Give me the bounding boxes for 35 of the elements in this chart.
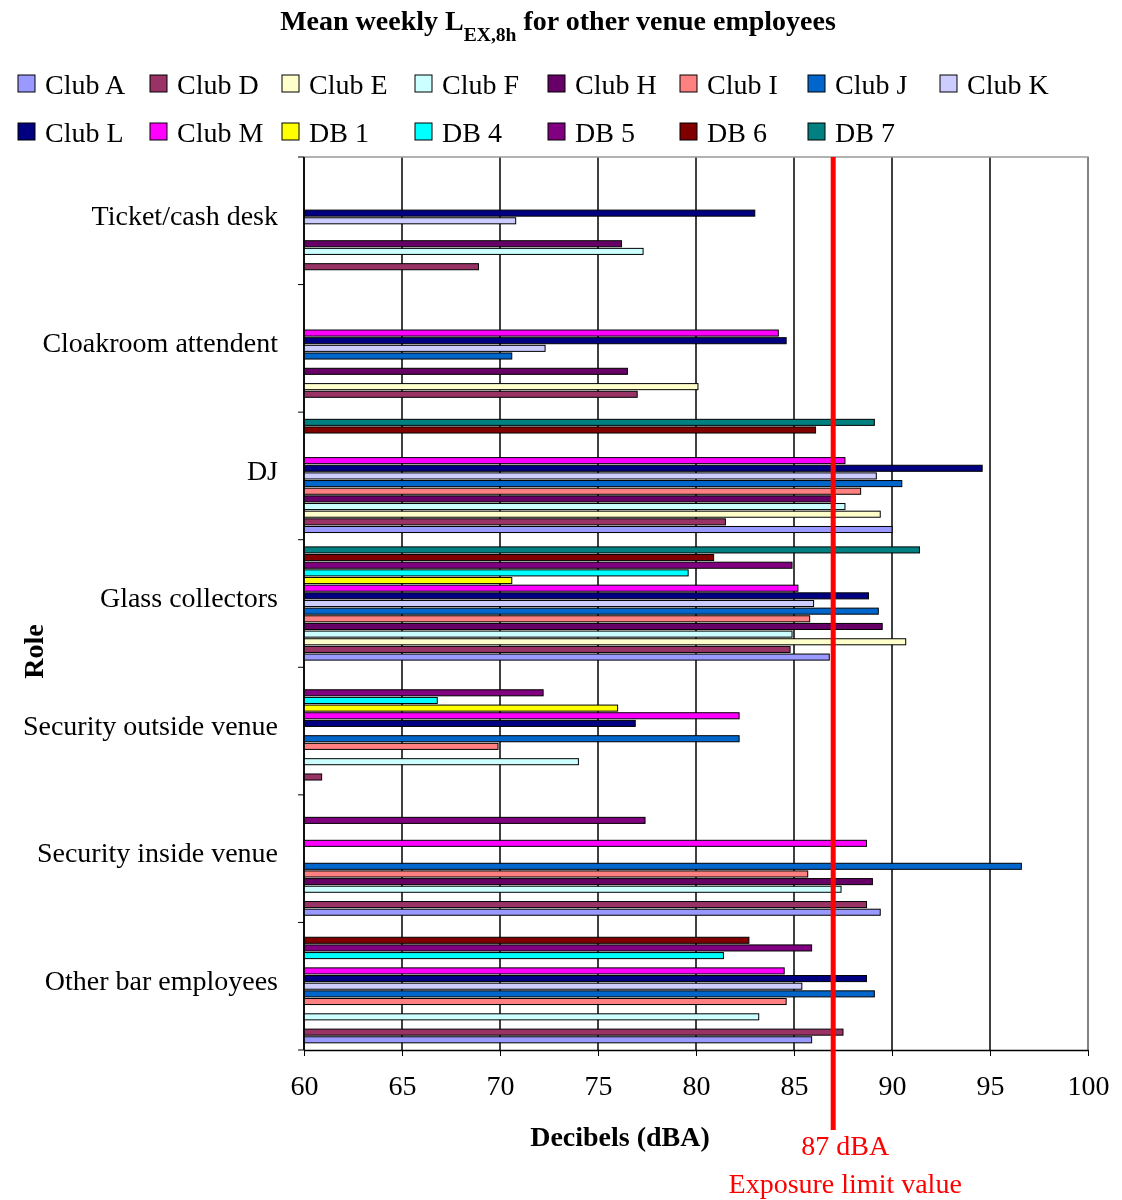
x-tick-label: 95 <box>976 1070 1005 1102</box>
legend-label: Club D <box>177 68 259 100</box>
y-tick-label: Cloakroom attendent <box>42 327 279 359</box>
legend-label: Club F <box>442 68 520 100</box>
ref-line-label: 87 dBA Exposure limit value <box>728 1130 962 1199</box>
x-tick-label: 80 <box>682 1070 711 1102</box>
y-tick-label: Security outside venue <box>22 709 278 741</box>
y-tick-label: Glass collectors <box>99 582 278 614</box>
legend-label: DB 5 <box>575 116 635 148</box>
x-tick-label: 75 <box>584 1070 613 1102</box>
x-tick-label: 60 <box>290 1070 319 1102</box>
y-tick-label: Other bar employees <box>44 965 278 997</box>
y-tick-label: Ticket/cash desk <box>91 199 278 231</box>
legend-label: DB 6 <box>707 116 767 148</box>
legend-label: Club K <box>967 68 1049 100</box>
legend-label: Club L <box>45 116 124 148</box>
x-axis-title: Decibels (dBA) <box>530 1121 710 1152</box>
chart-title: Mean weekly L$_{EX,8h}$ for other venue employees <box>280 5 836 45</box>
legend-label: Club I <box>707 68 778 100</box>
legend-label: Club M <box>177 116 264 148</box>
legend-label: Club E <box>309 68 388 100</box>
y-tick-label: DJ <box>246 454 279 486</box>
legend-label: DB 1 <box>309 116 369 148</box>
legend-label: DB 4 <box>442 116 502 148</box>
x-tick-label: 65 <box>388 1070 417 1102</box>
x-tick-label: 100 <box>1067 1070 1110 1102</box>
legend-label: DB 7 <box>835 116 895 148</box>
x-tick-label: 90 <box>878 1070 907 1102</box>
legend-label: Club H <box>575 68 657 100</box>
x-tick-label: 85 <box>780 1070 809 1102</box>
x-tick-label: 70 <box>486 1070 515 1102</box>
y-axis-title: Role <box>18 624 49 679</box>
y-tick-label: Security inside venue <box>36 837 278 869</box>
legend-label: Club A <box>45 68 126 100</box>
legend-label: Club J <box>835 68 908 100</box>
